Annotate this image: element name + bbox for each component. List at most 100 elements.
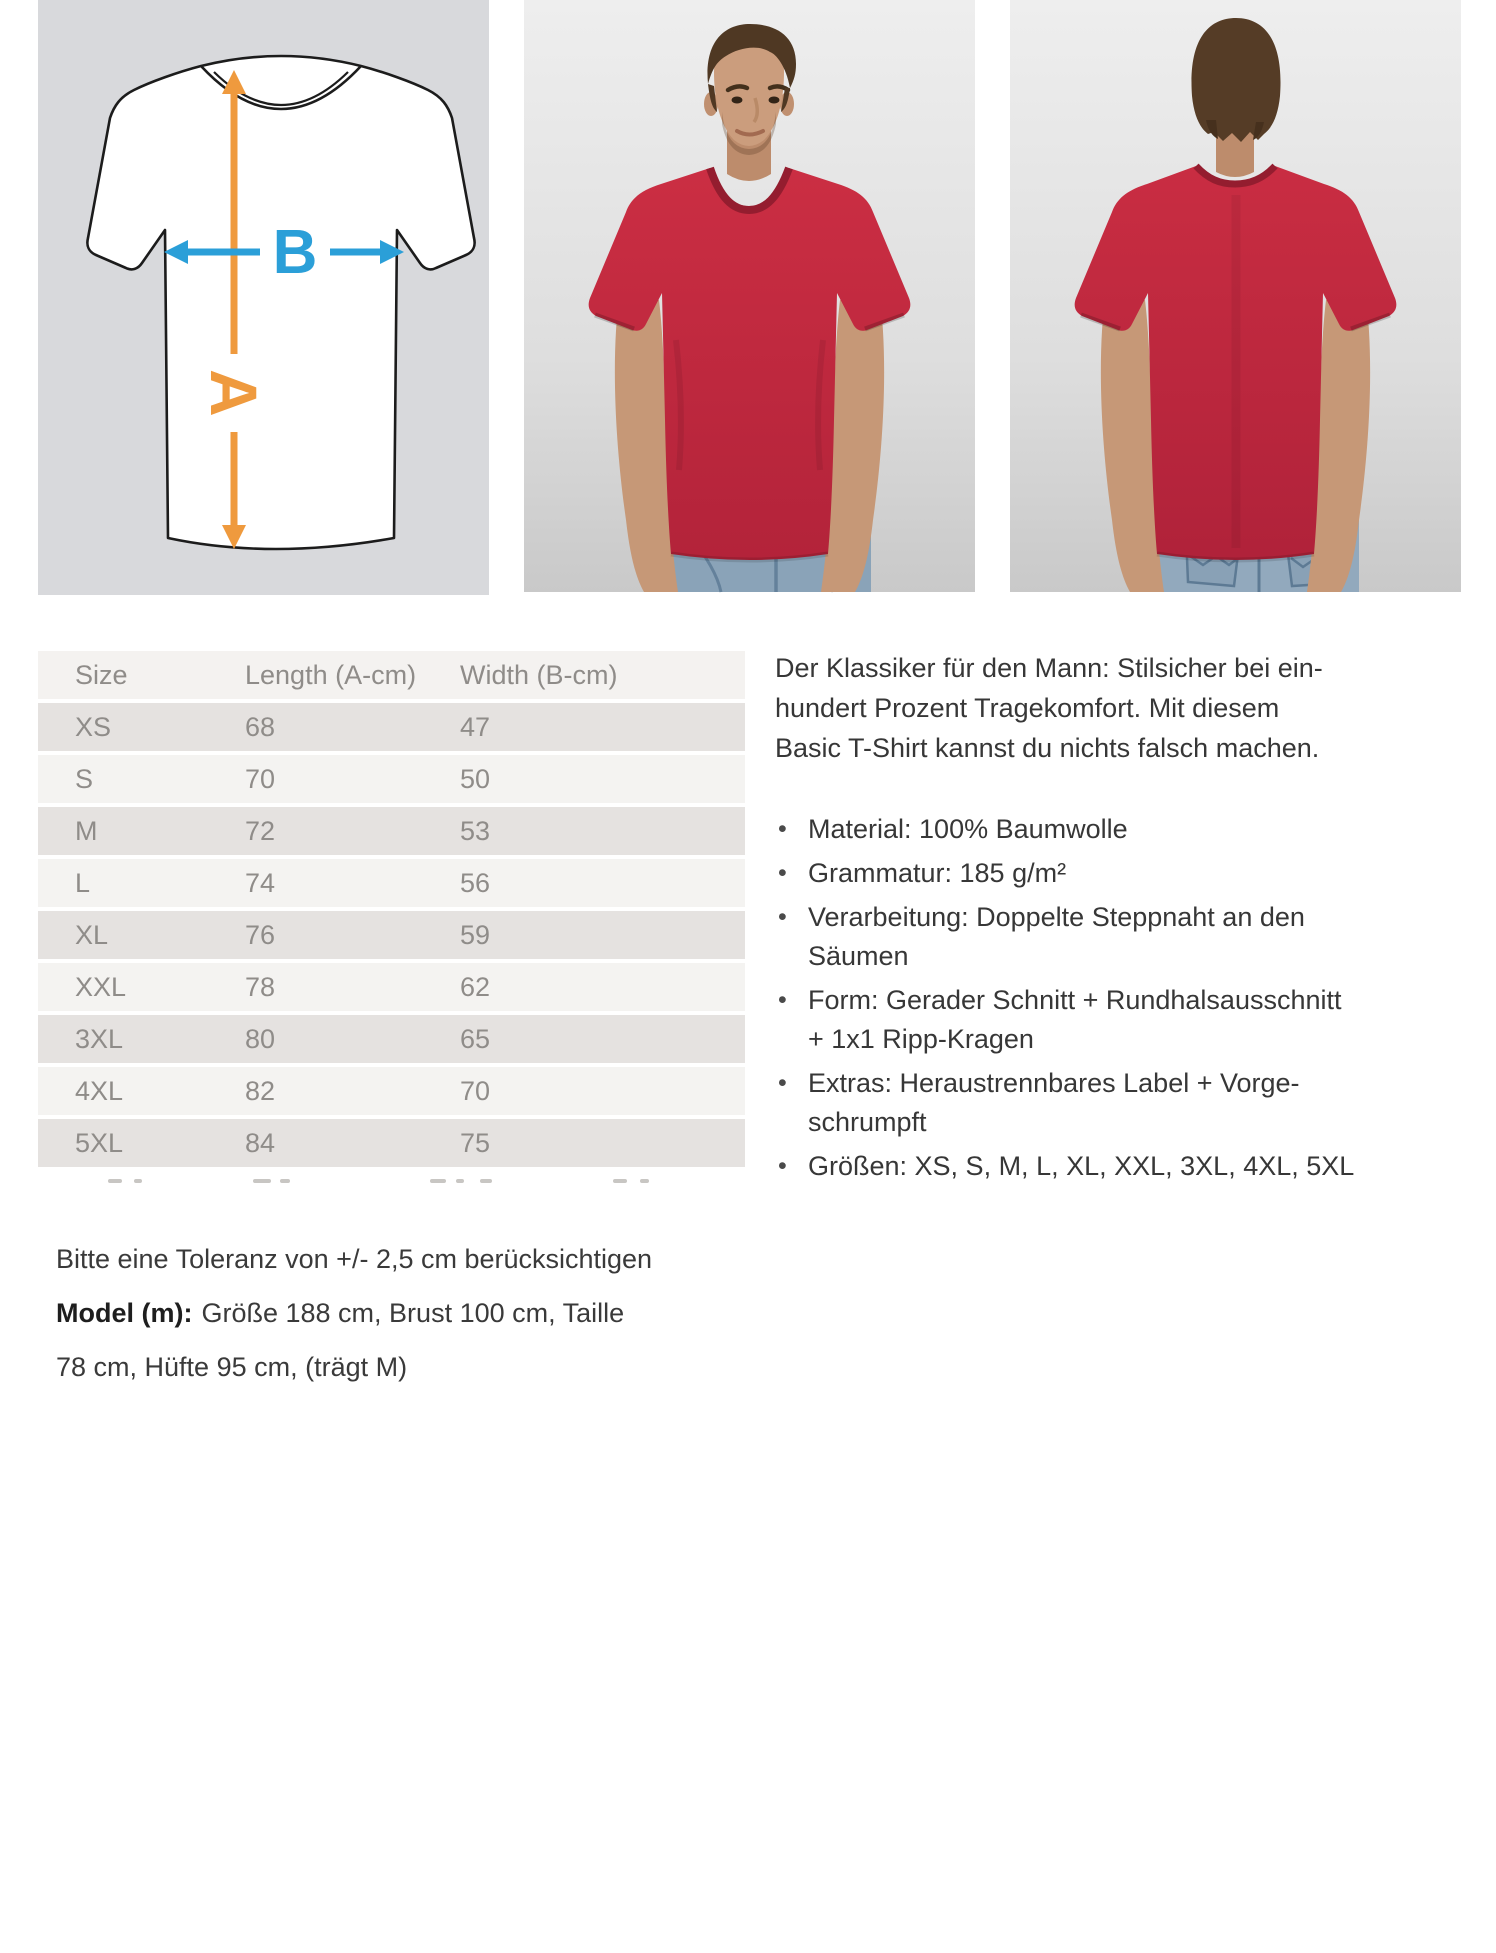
table-row: 5XL 84 75 <box>38 1119 745 1167</box>
column-header: Size <box>75 659 128 690</box>
feature-item: • Grammatur: 185 g/m² <box>775 854 1435 893</box>
column-header: Width (B-cm) <box>460 659 618 690</box>
length-cell: 82 <box>245 1075 276 1106</box>
feature-item: • Material: 100% Baumwolle <box>775 810 1435 849</box>
model-front-photo[interactable] <box>524 0 975 595</box>
tshirt-measurement-diagram: A B <box>38 0 489 595</box>
feature-line: + 1x1 Ripp-Kragen <box>808 1024 1034 1054</box>
cropped-row-artifact <box>38 1171 745 1183</box>
feature-item: • Größen: XS, S, M, L, XL, XXL, 3XL, 4XL,… <box>775 1147 1435 1186</box>
tolerance-note: Bitte eine Toleranz von +/- 2,5 cm berüc… <box>56 1244 653 1274</box>
table-row: 4XL 82 70 <box>38 1067 745 1115</box>
length-cell: 84 <box>245 1127 276 1158</box>
feature-item: • Verarbeitung: Doppelte Steppnaht an den… <box>775 898 1435 976</box>
product-description: Der Klassiker für den Mann: Stilsicher b… <box>775 648 1435 1191</box>
arms <box>1100 290 1371 592</box>
arms <box>614 290 885 592</box>
intro-line: Der Klassiker für den Mann: Stilsicher b… <box>775 653 1323 683</box>
tshirt-outline <box>86 54 476 551</box>
bullet-dot: • <box>778 986 787 1014</box>
size-cell: S <box>75 763 94 794</box>
feature-lines: Größen: XS, S, M, L, XL, XXL, 3XL, 4XL, … <box>808 1147 1354 1186</box>
length-cell: 78 <box>245 971 276 1002</box>
feature-line: Material: 100% Baumwolle <box>808 814 1128 844</box>
width-cell: 47 <box>460 711 491 742</box>
bullet-dot: • <box>778 815 787 843</box>
description-intro: Der Klassiker für den Mann: Stilsicher b… <box>775 648 1435 768</box>
feature-line: Säumen <box>808 941 909 971</box>
width-cell: 62 <box>460 971 491 1002</box>
feature-lines: Verarbeitung: Doppelte Steppnaht an den S… <box>808 898 1305 976</box>
model-label: Model (m): <box>56 1298 193 1328</box>
measure-b-label: B <box>273 218 318 287</box>
measure-a-label: A <box>197 369 271 417</box>
size-cell: 4XL <box>75 1075 124 1106</box>
model-front-graphic <box>524 0 975 593</box>
feature-line: Grammatur: 185 g/m² <box>808 858 1067 888</box>
feature-lines: Extras: Heraustrennbares Label + Vorge-s… <box>808 1064 1300 1142</box>
size-cell: 3XL <box>75 1023 124 1054</box>
feature-lines: Form: Gerader Schnitt + Rundhalsausschni… <box>808 981 1342 1059</box>
length-cell: 70 <box>245 763 276 794</box>
size-cell: M <box>75 815 98 846</box>
feature-item: • Extras: Heraustrennbares Label + Vorge-… <box>775 1064 1435 1142</box>
feature-list: • Material: 100% Baumwolle • Grammatur: 185… <box>775 810 1435 1186</box>
red-tshirt-back <box>1074 163 1397 563</box>
size-cell: XL <box>75 919 109 950</box>
feature-line: Extras: Heraustrennbares Label + Vorge- <box>808 1068 1300 1098</box>
table-row: L 74 56 <box>38 859 745 907</box>
width-cell: 50 <box>460 763 491 794</box>
table-row: XL 76 59 <box>38 911 745 959</box>
table-row: 3XL 80 65 <box>38 1015 745 1063</box>
head-front <box>704 24 796 155</box>
feature-line: schrumpft <box>808 1107 927 1137</box>
width-cell: 75 <box>460 1127 491 1158</box>
size-cell: L <box>75 867 91 898</box>
table-row: XS 68 47 <box>38 703 745 751</box>
length-cell: 68 <box>245 711 276 742</box>
size-cell: XS <box>75 711 112 742</box>
model-info-line2: 78 cm, Hüfte 95 cm, (trägt M) <box>56 1352 408 1382</box>
table-row: M 72 53 <box>38 807 745 855</box>
feature-lines: Grammatur: 185 g/m² <box>808 854 1066 893</box>
head-back <box>1191 18 1281 142</box>
table-body: XS 68 47 S 70 50 M 72 53 L 74 56 XL 76 59 XXL 78 62 3XL 80 6… <box>38 703 745 1167</box>
length-cell: 74 <box>245 867 276 898</box>
size-chart-table: Size Length (A-cm) Width (B-cm) XS 68 47 S 70 5… <box>38 651 745 1171</box>
bullet-dot: • <box>778 859 787 887</box>
length-cell: 76 <box>245 919 276 950</box>
arrow-b: B <box>164 218 404 287</box>
red-tshirt-front <box>588 166 911 563</box>
model-measurements: Größe 188 cm, Brust 100 cm, Taille <box>201 1298 625 1328</box>
bullet-dot: • <box>778 903 787 931</box>
size-diagram-image[interactable]: A B <box>38 0 489 595</box>
measurement-notes: Bitte eine Toleranz von +/- 2,5 cm berüc… <box>56 1232 736 1394</box>
model-back-photo[interactable] <box>1010 0 1461 595</box>
feature-item: • Form: Gerader Schnitt + Rundhalsausschn… <box>775 981 1435 1059</box>
arrow-a: A <box>197 70 271 549</box>
feature-line: Größen: XS, S, M, L, XL, XXL, 3XL, 4XL, … <box>808 1151 1355 1181</box>
size-cell: XXL <box>75 971 127 1002</box>
bullet-dot: • <box>778 1152 787 1180</box>
model-info-line1: Model (m): Größe 188 cm, Brust 100 cm, Ta… <box>56 1286 736 1340</box>
table-row: XXL 78 62 <box>38 963 745 1011</box>
width-cell: 70 <box>460 1075 491 1106</box>
width-cell: 53 <box>460 815 491 846</box>
intro-line: Basic T-Shirt kannst du nichts falsch ma… <box>775 733 1320 763</box>
width-cell: 59 <box>460 919 491 950</box>
table-row: S 70 50 <box>38 755 745 803</box>
length-cell: 72 <box>245 815 276 846</box>
feature-line: Verarbeitung: Doppelte Steppnaht an den <box>808 902 1305 932</box>
bullet-dot: • <box>778 1069 787 1097</box>
width-cell: 65 <box>460 1023 491 1054</box>
size-cell: 5XL <box>75 1127 124 1158</box>
collar-outer-line <box>200 65 362 111</box>
intro-line: hundert Prozent Tragekomfort. Mit diesem <box>775 693 1280 723</box>
length-cell: 80 <box>245 1023 276 1054</box>
model-back-graphic <box>1010 0 1461 592</box>
width-cell: 56 <box>460 867 491 898</box>
column-header: Length (A-cm) <box>245 659 417 690</box>
feature-lines: Material: 100% Baumwolle <box>808 810 1128 849</box>
table-header-row: Size Length (A-cm) Width (B-cm) <box>38 651 745 699</box>
